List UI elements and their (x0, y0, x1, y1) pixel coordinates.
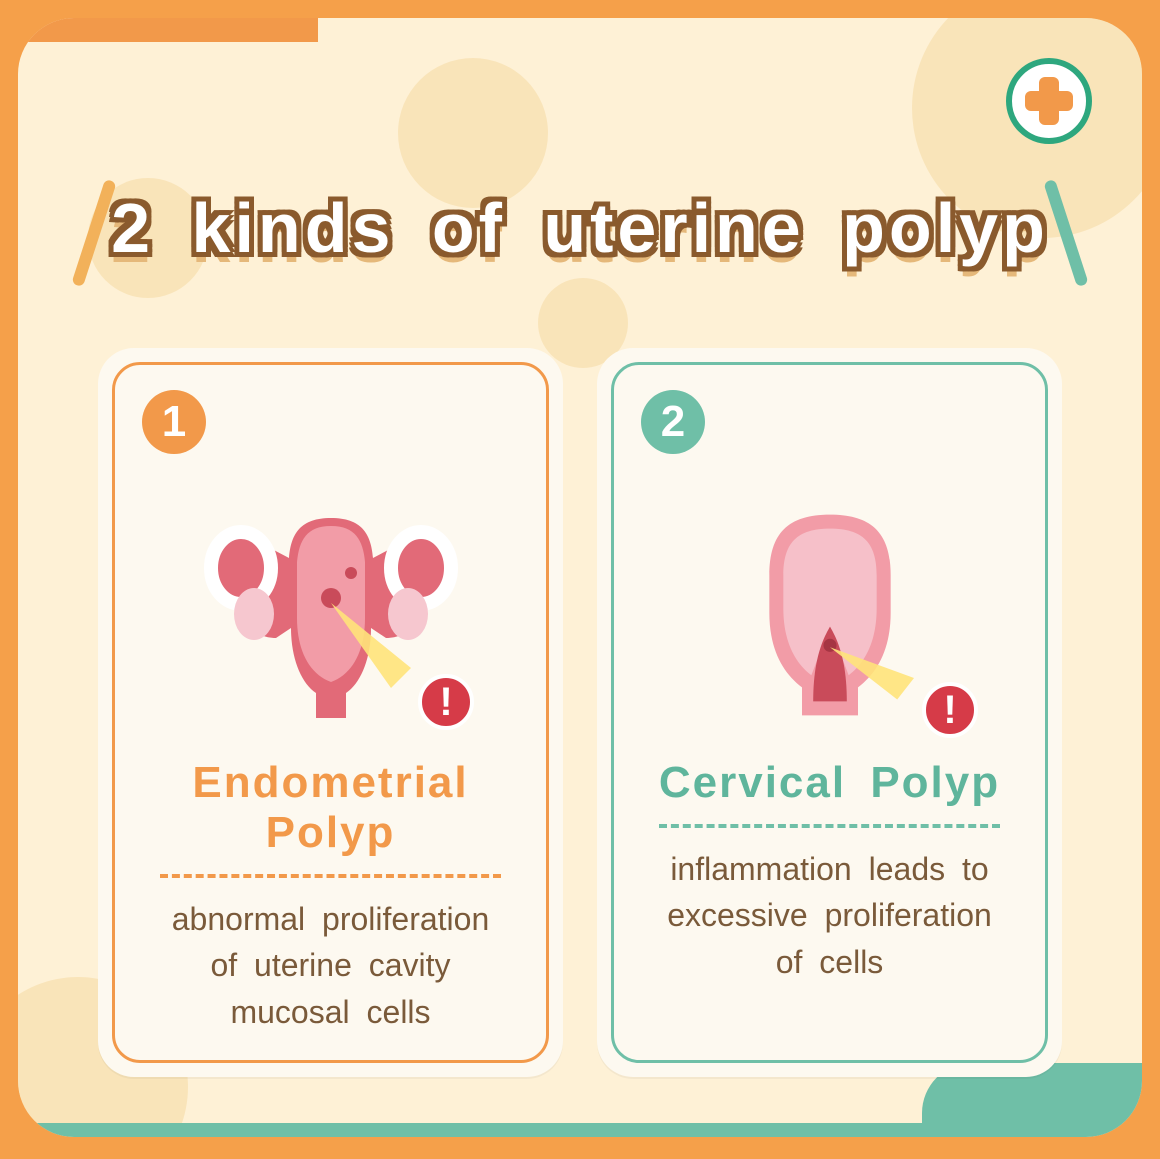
divider (659, 824, 1000, 828)
card-number-badge: 2 (641, 390, 705, 454)
divider (160, 874, 501, 878)
corner-accent-top (18, 18, 318, 42)
illustration-cervical: ! (631, 468, 1028, 748)
cards-row: 1 ! Endometrial Polyp abnormal prolifera (98, 348, 1062, 1077)
card-description: abnormal proliferation of uterine cavity… (132, 896, 529, 1035)
card-title: Cervical Polyp (631, 758, 1028, 808)
card-endometrial: 1 ! Endometrial Polyp abnormal prolifera (98, 348, 563, 1077)
title-container: 2 kinds of uterine polyp (18, 188, 1142, 268)
page-title: 2 kinds of uterine polyp (111, 188, 1049, 268)
alert-icon: ! (922, 682, 978, 738)
bg-blob (398, 58, 548, 208)
corner-accent-bottom (18, 1123, 1142, 1137)
content-frame: 2 kinds of uterine polyp 1 ! (18, 18, 1142, 1137)
illustration-endometrial: ! (132, 468, 529, 748)
card-cervical: 2 ! Cervical Polyp inflammation leads to… (597, 348, 1062, 1077)
card-description: inflammation leads to excessive prolifer… (631, 846, 1028, 985)
alert-icon: ! (418, 674, 474, 730)
card-number-badge: 1 (142, 390, 206, 454)
medical-cross-icon (1025, 77, 1073, 125)
card-title: Endometrial Polyp (132, 758, 529, 858)
logo-badge (1006, 58, 1092, 144)
